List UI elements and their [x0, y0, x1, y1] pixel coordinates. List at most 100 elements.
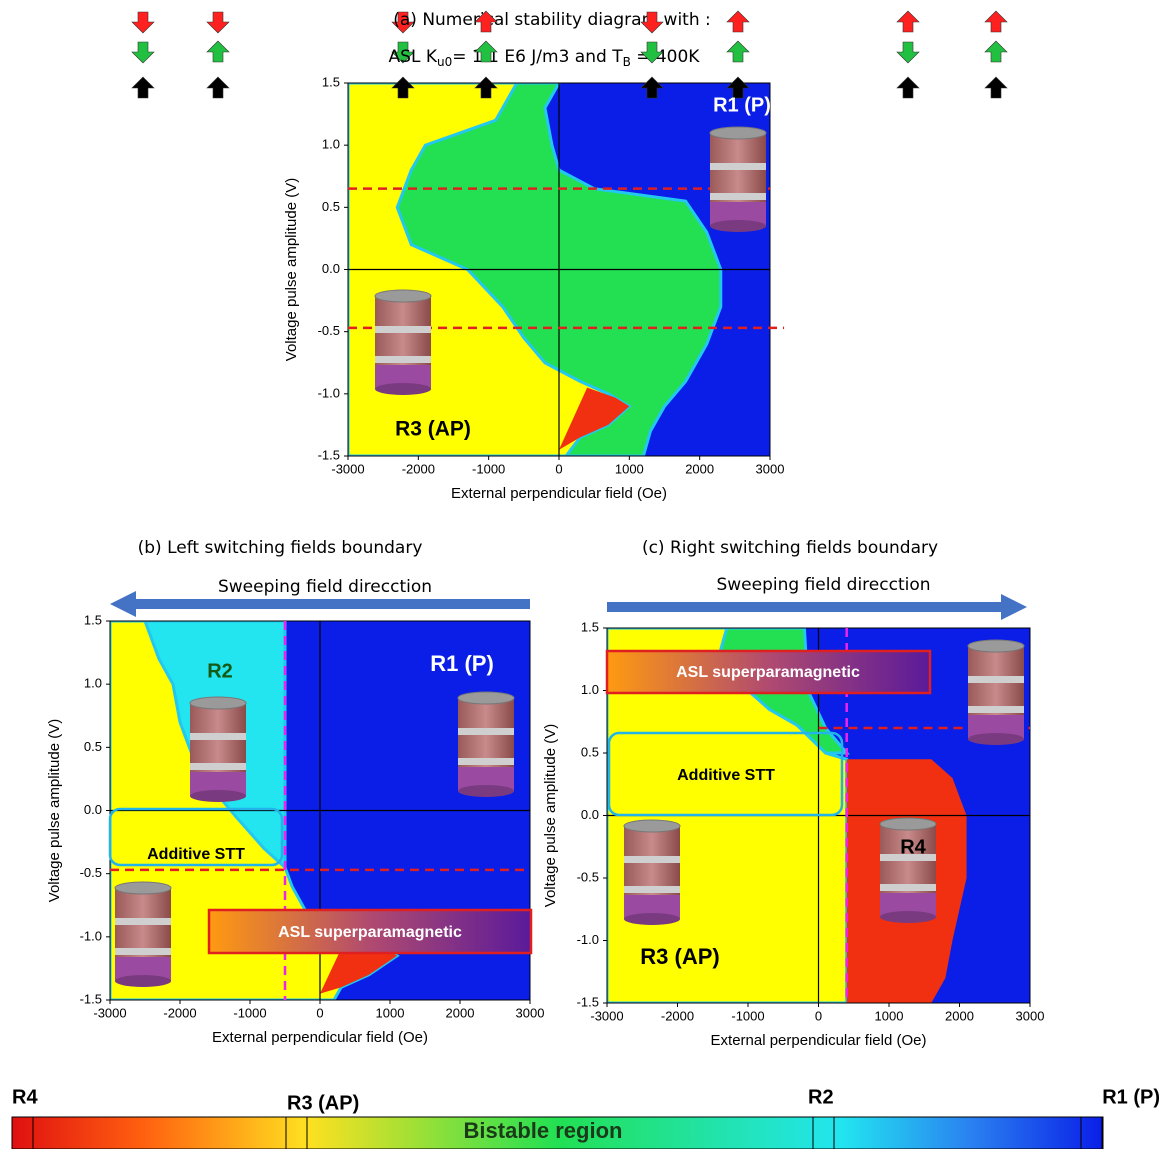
y-tick-label: 0.5 — [581, 744, 599, 759]
x-tick-label: -3000 — [331, 461, 364, 476]
x-axis-title: External perpendicular field (Oe) — [451, 485, 667, 502]
icon-layer — [190, 733, 246, 740]
icon-top — [879, 817, 937, 831]
icon-arrow — [726, 10, 750, 33]
icon-top — [623, 819, 681, 833]
x-tick-label: 0 — [815, 1008, 822, 1023]
y-tick-label: -1.5 — [318, 447, 340, 462]
state-icon — [967, 10, 1025, 745]
icon-layer — [458, 728, 514, 735]
annotation: Additive STT — [147, 846, 245, 863]
icon-arrow — [131, 41, 155, 64]
icon-arrow — [726, 40, 750, 63]
icon-layer — [710, 163, 766, 170]
annotation: R3 (AP) — [395, 418, 471, 441]
x-tick-label: -1000 — [731, 1008, 764, 1023]
icon-arrow — [391, 41, 415, 64]
icon-arrow — [474, 76, 498, 99]
y-tick-label: 0.0 — [322, 261, 340, 276]
annotation: ASL superparamagnetic — [278, 924, 462, 941]
colorbar-label: R4 — [12, 1086, 38, 1108]
x-tick-label: -3000 — [590, 1008, 623, 1023]
x-tick-label: 3000 — [1016, 1008, 1045, 1023]
x-tick-label: 0 — [316, 1005, 323, 1020]
icon-arrow — [640, 76, 664, 99]
annotation: R2 — [207, 660, 233, 682]
chart-title: (c) Right switching fields boundary — [642, 538, 938, 558]
icon-arrow — [984, 10, 1008, 33]
arrow-label: Sweeping field direcction — [218, 577, 432, 597]
plot-area — [348, 83, 770, 456]
icon-layer — [880, 854, 936, 861]
x-tick-label: 2000 — [446, 1005, 475, 1020]
icon-layer — [880, 884, 936, 891]
annotation-box — [108, 807, 284, 867]
y-tick-label: -1.5 — [577, 994, 599, 1009]
y-tick-label: -1.0 — [80, 928, 102, 943]
y-tick-label: 1.0 — [84, 676, 102, 691]
icon-arrow — [206, 11, 230, 34]
icon-arrow — [726, 76, 750, 99]
state-icon — [709, 10, 767, 232]
subtitle-part: = 400K — [631, 47, 700, 67]
icon-top — [374, 289, 432, 303]
icon-top — [967, 639, 1025, 653]
annotation: ASL superparamagnetic — [676, 664, 860, 681]
icon-arrow — [474, 40, 498, 63]
icon-arrow — [131, 76, 155, 99]
y-tick-label: -1.0 — [318, 385, 340, 400]
icon-bottom — [190, 790, 246, 802]
y-tick-label: 1.0 — [581, 682, 599, 697]
y-tick-label: -0.5 — [80, 865, 102, 880]
y-tick-label: -1.0 — [577, 932, 599, 947]
icon-layer — [115, 918, 171, 925]
colorbar-label: R2 — [808, 1086, 834, 1108]
state-icon — [623, 11, 681, 925]
icon-layer — [968, 676, 1024, 683]
icon-top — [457, 691, 515, 705]
direction-arrow — [110, 591, 530, 617]
icon-arrow — [131, 11, 155, 34]
chart-title: (a) Numerical stability diagram with : — [393, 10, 711, 30]
icon-top — [114, 881, 172, 895]
y-tick-label: 1.5 — [322, 74, 340, 89]
icon-layer — [624, 856, 680, 863]
y-tick-label: 0.0 — [84, 802, 102, 817]
icon-bottom — [375, 383, 431, 395]
x-tick-label: -2000 — [402, 461, 435, 476]
icon-arrow — [984, 76, 1008, 99]
x-tick-label: 2000 — [685, 461, 714, 476]
annotation: R3 (AP) — [640, 944, 719, 969]
chart-title: (b) Left switching fields boundary — [138, 538, 423, 558]
icon-layer — [115, 948, 171, 955]
x-tick-label: -1000 — [233, 1005, 266, 1020]
state-icon — [374, 11, 432, 395]
x-tick-label: 3000 — [756, 461, 785, 476]
y-tick-label: 0.5 — [84, 739, 102, 754]
icon-layer — [375, 326, 431, 333]
icon-bottom — [710, 220, 766, 232]
icon-arrow — [206, 40, 230, 63]
subscript: u0 — [437, 55, 452, 69]
arrow-label: Sweeping field direcction — [716, 575, 930, 595]
state-icon — [457, 10, 515, 797]
x-tick-label: 1000 — [615, 461, 644, 476]
icon-arrow — [896, 41, 920, 64]
x-tick-label: -1000 — [472, 461, 505, 476]
colorbar-gradient — [11, 1116, 1104, 1150]
subtitle-part: ASL K — [389, 47, 438, 67]
icon-layer — [710, 193, 766, 200]
icon-layer — [458, 758, 514, 765]
annotation-box — [605, 649, 932, 695]
panel: -3000 -2000 -1000 0 1000 2000 3000 -1.5 -1.0 -0.5… — [283, 10, 784, 502]
y-tick-label: -0.5 — [577, 869, 599, 884]
y-tick-label: 1.5 — [581, 619, 599, 634]
icon-arrow — [391, 11, 415, 34]
direction-arrow — [607, 594, 1027, 620]
x-tick-label: 1000 — [875, 1008, 904, 1023]
y-axis-title: Voltage pulse amplitude (V) — [46, 719, 63, 902]
icon-bottom — [624, 913, 680, 925]
annotation: R1 (P) — [430, 651, 494, 676]
colorbar-center-label: Bistable region — [464, 1118, 623, 1143]
